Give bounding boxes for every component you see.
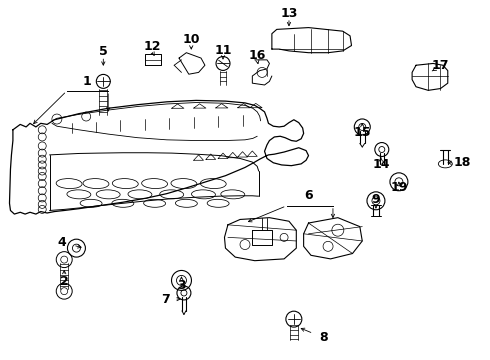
Text: 13: 13 [280,7,297,20]
Text: 6: 6 [304,189,313,202]
Text: 3: 3 [177,279,186,292]
Text: 4: 4 [57,236,66,249]
Text: 7: 7 [162,293,170,306]
Text: 2: 2 [60,275,69,288]
Text: 19: 19 [390,181,408,194]
Text: 18: 18 [454,156,471,169]
Text: 5: 5 [99,45,108,58]
Text: 14: 14 [372,158,390,171]
Text: 12: 12 [144,40,161,53]
Text: 16: 16 [248,49,266,62]
Text: 10: 10 [182,33,200,46]
Text: 11: 11 [214,44,232,57]
Text: 8: 8 [319,330,327,343]
Text: 17: 17 [432,59,449,72]
Text: 9: 9 [371,193,380,206]
Text: 1: 1 [83,75,92,87]
Text: 15: 15 [353,126,371,139]
